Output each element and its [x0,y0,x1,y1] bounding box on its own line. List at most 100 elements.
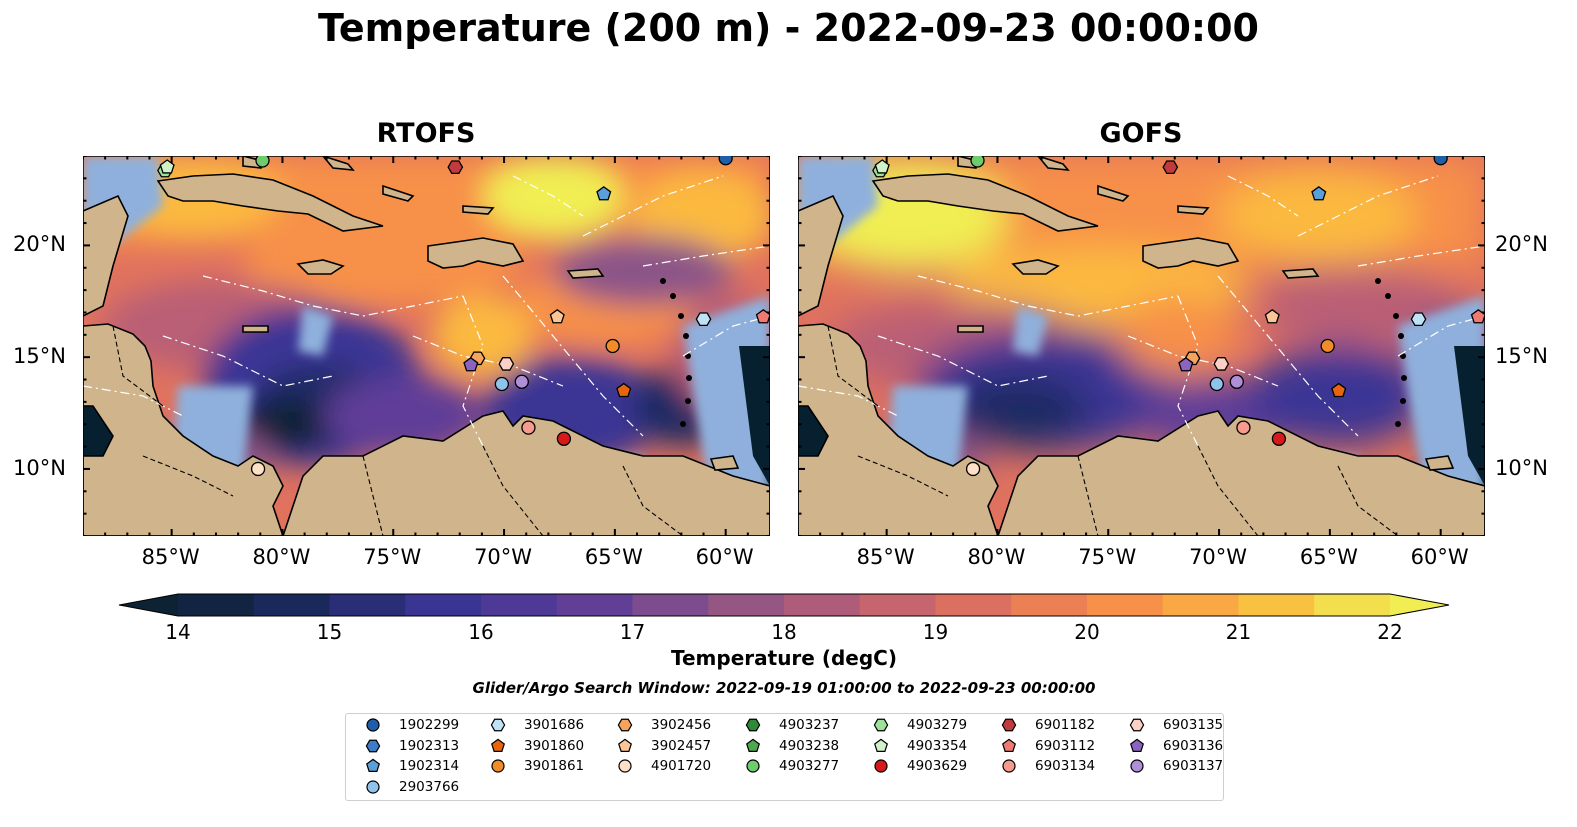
legend-item: 3902457 [616,737,711,755]
bahamas [957,156,1210,215]
country-borders [112,325,684,536]
lat-tick-label: 10°N [1495,455,1548,480]
legend-label: 1902314 [399,758,460,774]
legend-marker-icon [1002,759,1016,773]
lat-tick-label: 15°N [13,344,66,369]
colorbar-band [1087,594,1164,616]
legend-marker-icon [491,759,505,773]
lon-tick-label: 65°W [584,545,643,569]
legend-label: 4903354 [907,737,968,754]
temperature-field [83,156,770,536]
colorbar-band [1238,594,1315,616]
float-markers [157,156,770,477]
cayman-islands [957,325,984,333]
legend-marker-icon [746,738,760,752]
legend-marker-icon [617,718,633,732]
float-marker-6903136 [463,357,479,372]
colorbar-band [178,594,255,616]
legend-item: 3901860 [489,737,584,755]
float-marker-4903629 [1271,431,1287,446]
legend-label: 4903237 [779,717,840,733]
lat-tick-label: 20°N [1495,232,1548,257]
float-marker-6903137 [1229,374,1244,389]
float-marker-1902299 [1433,156,1448,166]
lon-tick-label: 70°W [1189,545,1248,569]
trinidad [1424,455,1455,471]
colorbar-tick-label: 20 [1074,620,1100,644]
float-legend: 1902299 1902313 1902314 2903766 3901686 39018… [345,713,1224,801]
colorbar-band [253,594,331,616]
float-marker-6901182 [447,160,464,175]
cuba [156,173,384,232]
legend-label: 6901182 [1035,717,1096,733]
colorbar-extend-min [119,594,178,616]
float-marker-4903354 [159,159,175,174]
legend-marker-icon [873,718,889,732]
colorbar-band [632,594,709,616]
lon-tick-label: 60°W [695,545,754,569]
legend-label: 3902456 [651,717,712,733]
lon-tick-label: 60°W [1410,545,1469,569]
float-marker-3901860 [1331,382,1347,398]
axis-ticks [83,156,770,536]
eez-boundaries [83,175,770,447]
legend-marker-icon [366,718,380,732]
legend-marker-icon [618,738,632,752]
legend-label: 6903136 [1163,737,1224,754]
lon-tick-label: 85°W [141,545,200,569]
legend-marker-icon [366,779,380,794]
land [798,156,1485,536]
cuba [871,173,1099,232]
central-america [798,323,999,536]
legend-item: 4901720 [616,757,711,775]
float-marker-6903135 [498,357,515,371]
legend-item: 6903112 [1000,737,1095,755]
lat-tick-label: 20°N [13,232,66,257]
legend-marker-icon [366,758,380,772]
central-america [83,323,284,536]
lon-tick-label: 70°W [474,545,533,569]
float-marker-6903136 [1178,357,1194,372]
legend-label: 4901720 [651,758,712,774]
lon-tick-label: 75°W [363,545,422,569]
legend-marker-icon [490,718,506,732]
eez-boundaries [798,175,1485,447]
legend-label: 3901861 [524,758,585,774]
float-marker-2903766 [1209,376,1224,392]
search-window-note: Glider/Argo Search Window: 2022-09-19 01… [472,679,1096,697]
bahamas [242,156,495,215]
legend-label: 4903279 [907,717,968,733]
colorbar-band [1314,594,1391,616]
colorbar-label: Temperature (degC) [671,646,897,670]
legend-label: 6903134 [1035,758,1096,774]
colorbar-band [784,594,861,616]
legend-item: 4903279 [872,716,967,734]
legend-item: 6903135 [1128,716,1223,734]
map-panel-gofs [798,156,1485,536]
legend-marker-icon [746,759,760,773]
float-marker-6903112 [755,308,770,324]
float-marker-3901861 [1320,338,1335,354]
legend-label: 1902313 [399,737,460,754]
legend-label: 6903112 [1035,737,1096,754]
float-marker-3901860 [616,382,632,398]
colorbar-tick-label: 15 [316,620,343,644]
legend-item: 1902313 [364,737,459,755]
legend-item: 4903354 [872,737,967,755]
legend-label: 3901686 [524,717,585,733]
colorbar-band [1011,594,1088,616]
float-marker-6903137 [514,374,529,389]
jamaica [1011,259,1060,275]
colorbar-band [481,594,558,616]
lat-tick-label: 15°N [1495,344,1548,369]
legend-marker-icon [1130,738,1144,752]
float-marker-4901720 [965,461,981,477]
puerto-rico [1281,268,1320,279]
lon-tick-label: 80°W [252,545,311,569]
colorbar-band [859,594,937,616]
float-marker-4901720 [250,461,266,477]
colorbar-tick-label: 16 [468,620,494,644]
colorbar-band [935,594,1012,616]
hispaniola [427,237,525,269]
lon-tick-label: 85°W [856,545,915,569]
